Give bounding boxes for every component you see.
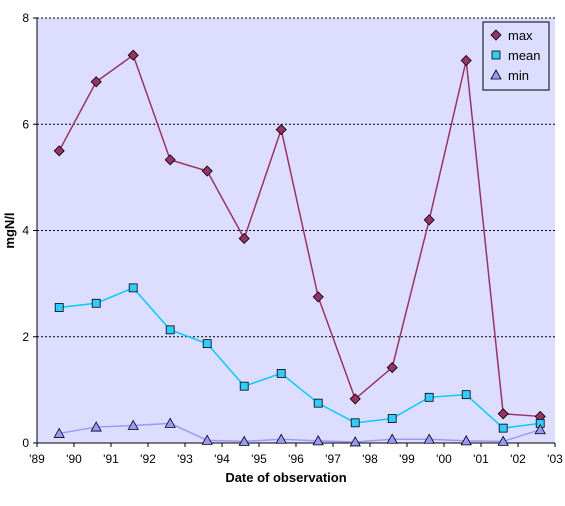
y-axis-label: mgN/l [2,212,17,248]
data-point-max [275,123,287,136]
x-tick-label: '99 [399,452,415,466]
legend-label: min [508,68,529,83]
x-tick-label: '00 [436,452,452,466]
data-point-min [312,435,324,446]
y-tick-label: 2 [22,330,29,344]
series-min [53,417,546,447]
x-tick-label: '97 [325,452,341,466]
data-point-mean [54,303,64,312]
data-point-mean [350,418,360,428]
data-point-min [127,419,139,430]
x-tick-label: '02 [510,452,526,466]
data-point-min [90,421,102,432]
data-point-mean [313,398,323,408]
x-tick-label: '03 [547,452,563,466]
legend: max mean min [482,21,550,91]
x-tick-label: '95 [251,452,267,466]
series-line-mean [59,286,541,429]
y-tick-label: 8 [22,11,29,25]
data-point-max [460,54,472,67]
legend-label: mean [508,48,541,63]
data-point-max [90,76,102,88]
data-point-min [53,427,65,438]
data-point-max [423,214,435,226]
x-tick-label: '91 [103,452,119,466]
legend-marker-min [490,69,502,80]
data-point-max [164,154,176,166]
data-point-min [238,435,250,446]
data-point-mean [128,283,138,293]
data-point-mean [498,423,508,433]
data-point-min [275,433,287,444]
x-axis-label: Date of observation [225,470,346,485]
data-point-mean [387,414,397,423]
x-tick-label: '98 [362,452,378,466]
data-point-max [349,393,361,405]
series-mean [54,283,545,433]
data-point-max [312,291,324,303]
data-point-min [497,435,509,446]
series-lines [53,49,546,447]
data-point-min [423,433,435,444]
series-line-min [59,422,541,443]
x-tick-label: '90 [66,452,82,466]
legend-marker-max [490,29,502,41]
data-point-mean [461,390,471,400]
series-max [53,49,546,423]
data-point-max [238,232,250,245]
data-point-mean [424,392,434,402]
data-point-min [386,433,398,444]
data-point-min [534,423,546,435]
x-tick-label: '89 [29,452,45,466]
x-tick-label: '93 [177,452,193,466]
data-point-min [201,434,213,445]
y-tick-label: 0 [22,436,29,450]
data-point-min [460,435,472,446]
y-tick-label: 6 [22,117,29,131]
legend-label: max [508,28,533,43]
x-tick-label: '92 [140,452,156,466]
data-point-max [497,408,509,420]
data-point-mean [276,369,286,378]
x-tick-labels: '89 '90 '91 '92 '93 '94 '95 '96 '97 '98 '99 '00 '01 '… [29,452,563,466]
data-point-max [201,165,213,177]
data-point-max [127,49,139,61]
data-point-mean [91,298,101,308]
data-point-min [349,436,361,447]
y-tick-labels: 0 2 4 6 8 [22,11,29,450]
data-point-max [386,361,398,374]
data-point-mean [239,381,249,391]
data-point-mean [202,339,212,349]
x-tick-label: '96 [288,452,304,466]
data-point-mean [165,325,175,335]
data-point-max [53,145,65,157]
series-line-max [58,53,541,418]
y-tick-label: 4 [22,224,29,238]
legend-marker-mean [491,50,501,60]
x-tick-label: '94 [214,452,230,466]
x-tick-label: '01 [473,452,489,466]
data-point-min [164,417,176,428]
